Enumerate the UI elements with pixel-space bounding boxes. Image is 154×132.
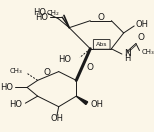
Text: CH₂: CH₂ <box>47 10 60 16</box>
Text: HO: HO <box>35 13 48 22</box>
Text: HO: HO <box>0 83 13 92</box>
Text: HO: HO <box>58 55 71 64</box>
Text: CH₃: CH₃ <box>10 68 23 74</box>
Text: O: O <box>87 63 94 72</box>
Text: N: N <box>124 49 130 58</box>
Text: OH: OH <box>136 20 149 29</box>
Text: OH: OH <box>90 100 103 109</box>
Text: HO: HO <box>9 100 22 109</box>
Text: CH₃: CH₃ <box>141 49 154 55</box>
FancyBboxPatch shape <box>93 40 110 49</box>
Text: O: O <box>138 33 145 42</box>
Text: O: O <box>97 13 104 22</box>
Text: OH: OH <box>51 114 63 124</box>
Text: Abs: Abs <box>96 42 107 47</box>
Text: H: H <box>124 54 130 63</box>
Polygon shape <box>76 96 88 105</box>
Text: HO: HO <box>33 8 46 17</box>
Text: O: O <box>44 68 51 77</box>
